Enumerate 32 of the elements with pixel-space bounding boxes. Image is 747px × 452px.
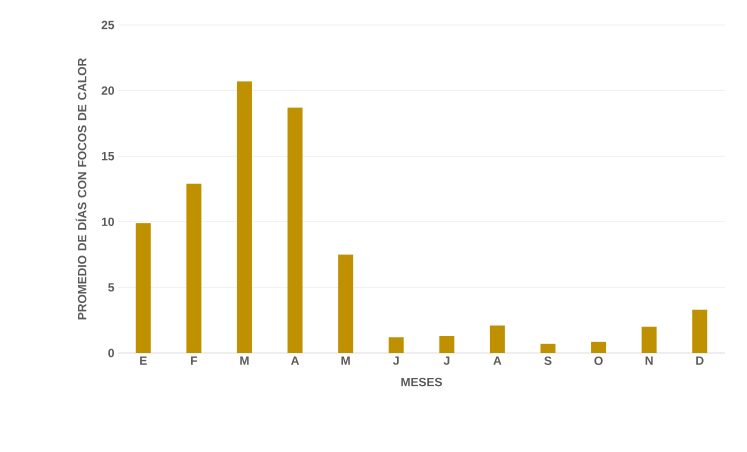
bar <box>388 337 404 353</box>
bar <box>642 326 657 353</box>
bar <box>591 342 606 353</box>
x-tick-label: O <box>594 356 603 365</box>
x-tick-label: A <box>291 356 300 365</box>
x-tick-label: F <box>191 356 198 365</box>
y-tick-label: 10 <box>102 218 114 226</box>
bar <box>540 344 556 353</box>
bar <box>692 310 708 353</box>
y-tick-label: 0 <box>108 348 114 358</box>
bar <box>186 184 202 353</box>
y-tick-label: 25 <box>102 20 114 30</box>
x-tick-label: J <box>393 356 399 365</box>
x-tick-label: E <box>140 356 147 365</box>
y-axis-title: PROMEDIO DE DÍAS CON FOCOS DE CALOR <box>76 58 86 320</box>
x-tick-label: M <box>341 356 350 365</box>
x-tick-label: D <box>696 356 704 365</box>
bar <box>288 108 303 353</box>
bar <box>490 325 505 353</box>
y-tick-label: 5 <box>108 283 114 292</box>
y-tick-label: 20 <box>102 86 114 95</box>
x-tick-label: N <box>646 356 653 365</box>
x-tick-label: J <box>444 356 450 365</box>
bar <box>338 254 354 353</box>
bar <box>439 336 454 353</box>
y-tick-label: 15 <box>102 152 114 160</box>
x-tick-label: A <box>493 356 502 365</box>
x-tick-label: M <box>240 356 249 365</box>
bar <box>236 81 252 353</box>
x-tick-label: S <box>544 356 552 365</box>
bar <box>136 223 151 353</box>
x-axis-title: MESES <box>401 378 442 386</box>
